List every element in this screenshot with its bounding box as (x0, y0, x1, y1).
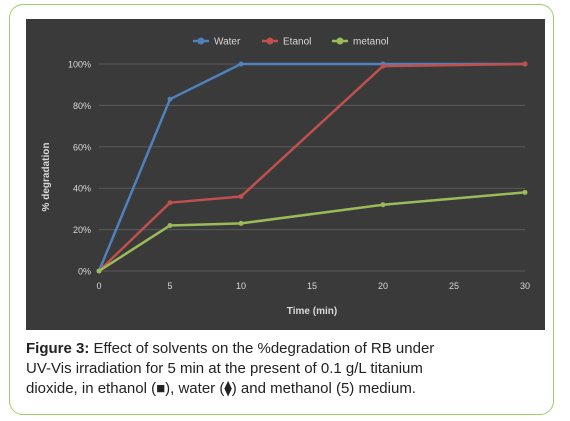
y-tick-label: 0% (78, 267, 91, 277)
x-tick-label: 10 (236, 281, 246, 291)
data-point-water (167, 96, 173, 102)
legend-label-metanol: metanol (353, 37, 389, 48)
series-line-metanol (98, 191, 526, 273)
y-tick-label: 80% (73, 101, 91, 111)
y-tick-label: 60% (73, 142, 91, 152)
data-point-metanol (522, 189, 528, 195)
data-point-metanol (167, 222, 173, 228)
x-tick-label: 20 (378, 281, 388, 291)
x-axis-label: Time (min) (287, 306, 337, 317)
data-point-etanol (238, 193, 244, 199)
legend-marker-water (197, 37, 205, 45)
caption-label: Figure 3: (26, 340, 90, 357)
caption-text-1: Effect of solvents on the %degradation o… (89, 340, 435, 357)
x-tick-label: 30 (520, 281, 530, 291)
caption-line-1: Figure 3: Effect of solvents on the %deg… (26, 339, 546, 359)
series-line-water (97, 62, 525, 272)
legend-label-water: Water (214, 37, 241, 48)
y-tick-label: 40% (73, 184, 91, 194)
caption-line-2: UV-Vis irradiation for 5 min at the pres… (26, 360, 423, 377)
data-point-etanol (522, 61, 528, 67)
x-tick-label: 0 (96, 281, 101, 291)
y-axis-label: % degradation (41, 143, 52, 212)
legend-label-etanol: Etanol (283, 37, 311, 48)
caption-line-3: dioxide, in ethanol (■), water (⧫) and m… (26, 380, 416, 397)
x-tick-label: 15 (307, 281, 317, 291)
chart-svg: % degradation Time (min) 0% 20% 40% 60% 80% 1… (41, 37, 530, 318)
x-tick-label: 25 (449, 281, 459, 291)
data-point-metanol (96, 268, 102, 274)
data-point-metanol (380, 202, 386, 208)
legend-marker-etanol (266, 37, 274, 45)
figure-caption: Figure 3: Effect of solvents on the %deg… (26, 339, 546, 399)
data-point-metanol (238, 220, 244, 226)
data-point-etanol (380, 63, 386, 69)
data-point-water (238, 61, 244, 67)
data-point-etanol (167, 200, 173, 206)
x-tick-label: 5 (167, 281, 172, 291)
legend-marker-metanol (336, 37, 344, 45)
y-tick-label: 100% (68, 60, 91, 70)
y-tick-label: 20% (73, 225, 91, 235)
series-line-etanol (98, 62, 526, 272)
line-chart: % degradation Time (min) 0% 20% 40% 60% 80% 1… (26, 19, 545, 330)
